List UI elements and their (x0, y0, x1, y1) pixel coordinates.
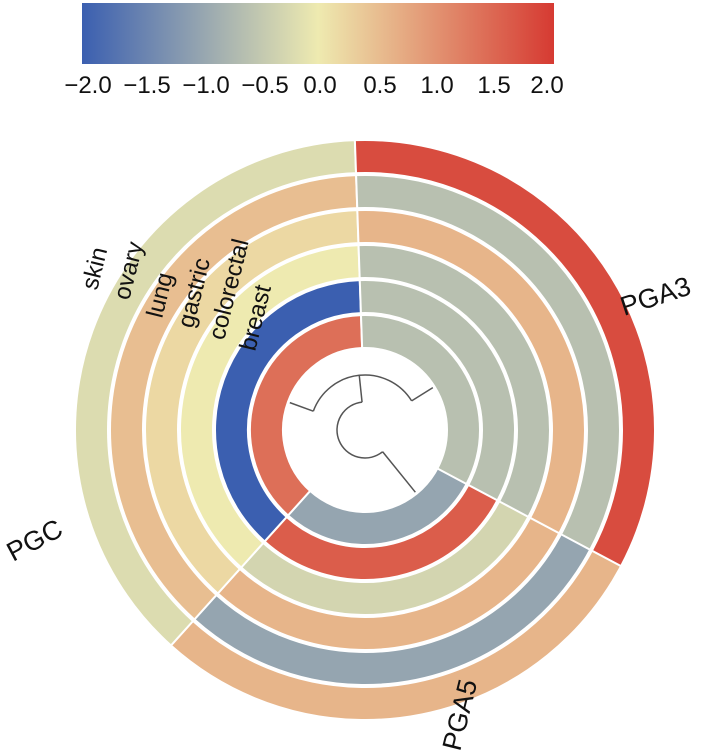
heatmap-cell-pga3-skin (353, 139, 656, 568)
dendrogram-branch (382, 451, 416, 493)
colorbar: −2.0 −1.5 −1.0 −0.5 0.0 0.5 1.0 1.5 2.0 (64, 3, 564, 99)
dendrogram-branch (312, 374, 413, 412)
dendrogram-branch (289, 401, 314, 412)
colorbar-tick-label: −2.0 (64, 72, 111, 99)
dendrogram-branch (336, 401, 384, 459)
gene-label-pgc: PGC (2, 513, 68, 567)
track-label-skin: skin (77, 245, 114, 293)
heatmap-cell-pga3-lung (356, 209, 586, 535)
colorbar-tick-label: 1.0 (420, 72, 453, 99)
heatmap-cells (74, 139, 656, 721)
heatmap-cell-pga3-ovary (355, 174, 621, 552)
colorbar-tick-label: 1.5 (477, 72, 510, 99)
colorbar-gradient (82, 3, 554, 64)
colorbar-tick-label: 0.0 (303, 72, 336, 99)
dendrogram (289, 374, 434, 493)
colorbar-tick-label: −1.5 (123, 72, 170, 99)
colorbar-tick-label: 0.5 (363, 72, 396, 99)
heatmap-cell-pga3-colorectal (358, 279, 516, 502)
heatmap-cell-pga3-gastric (357, 244, 551, 519)
dendrogram-branch (358, 375, 363, 403)
dendrogram-branch (411, 386, 434, 402)
gene-label-pga3: PGA3 (617, 271, 695, 322)
heatmap-cell-pga5-breast (249, 314, 364, 517)
colorbar-tick-label: −1.0 (182, 72, 229, 99)
colorbar-tick-label: −0.5 (241, 72, 288, 99)
heatmap-cell-pga3-breast (359, 314, 481, 486)
colorbar-tick-label: 2.0 (530, 72, 563, 99)
colorbar-ticks: −2.0 −1.5 −1.0 −0.5 0.0 0.5 1.0 1.5 2.0 (64, 72, 563, 99)
